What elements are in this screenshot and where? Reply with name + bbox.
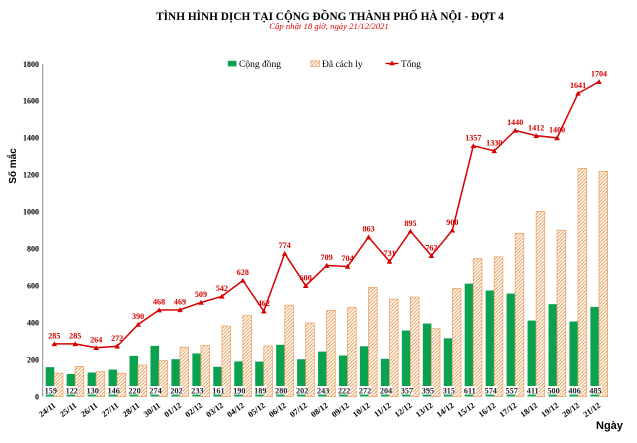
svg-text:411: 411 bbox=[527, 387, 539, 396]
svg-text:400: 400 bbox=[27, 318, 39, 327]
svg-text:161: 161 bbox=[212, 387, 224, 396]
svg-text:280: 280 bbox=[275, 387, 287, 396]
svg-text:395: 395 bbox=[422, 387, 434, 396]
svg-text:611: 611 bbox=[464, 387, 476, 396]
svg-text:704: 704 bbox=[342, 254, 354, 263]
svg-text:202: 202 bbox=[296, 387, 308, 396]
svg-text:264: 264 bbox=[90, 335, 102, 344]
svg-text:159: 159 bbox=[45, 387, 57, 396]
svg-text:469: 469 bbox=[174, 297, 186, 306]
svg-text:200: 200 bbox=[27, 355, 39, 364]
svg-text:1400: 1400 bbox=[549, 125, 565, 134]
svg-text:202: 202 bbox=[170, 387, 182, 396]
svg-text:895: 895 bbox=[404, 219, 416, 228]
svg-text:628: 628 bbox=[237, 268, 249, 277]
svg-text:274: 274 bbox=[149, 387, 161, 396]
svg-text:0: 0 bbox=[35, 392, 39, 401]
svg-text:709: 709 bbox=[321, 253, 333, 262]
svg-text:285: 285 bbox=[69, 331, 81, 340]
svg-text:800: 800 bbox=[27, 245, 39, 254]
svg-text:1000: 1000 bbox=[23, 208, 39, 217]
svg-text:406: 406 bbox=[568, 387, 580, 396]
svg-text:468: 468 bbox=[153, 298, 165, 307]
svg-text:222: 222 bbox=[338, 387, 350, 396]
svg-text:863: 863 bbox=[362, 225, 374, 234]
svg-text:1412: 1412 bbox=[528, 123, 544, 132]
svg-text:557: 557 bbox=[506, 387, 518, 396]
svg-text:TÌNH HÌNH DỊCH TẠI CỘNG ĐỒNG T: TÌNH HÌNH DỊCH TẠI CỘNG ĐỒNG THÀNH PHỐ H… bbox=[156, 10, 504, 23]
svg-text:731: 731 bbox=[383, 249, 395, 258]
svg-text:900: 900 bbox=[446, 218, 458, 227]
svg-text:600: 600 bbox=[300, 273, 312, 282]
svg-text:1600: 1600 bbox=[23, 97, 39, 106]
svg-text:233: 233 bbox=[191, 387, 203, 396]
svg-text:357: 357 bbox=[401, 387, 413, 396]
svg-text:285: 285 bbox=[48, 331, 60, 340]
svg-text:189: 189 bbox=[254, 387, 266, 396]
svg-text:774: 774 bbox=[279, 241, 291, 250]
svg-text:146: 146 bbox=[108, 387, 120, 396]
svg-text:272: 272 bbox=[359, 387, 371, 396]
svg-text:315: 315 bbox=[443, 387, 455, 396]
svg-text:Tổng: Tổng bbox=[401, 59, 421, 70]
svg-text:542: 542 bbox=[216, 284, 228, 293]
svg-text:1330: 1330 bbox=[486, 138, 502, 147]
svg-text:Ngày: Ngày bbox=[596, 420, 624, 432]
svg-text:220: 220 bbox=[128, 387, 140, 396]
svg-text:390: 390 bbox=[132, 312, 144, 321]
svg-text:1704: 1704 bbox=[591, 69, 607, 78]
svg-text:1800: 1800 bbox=[23, 60, 39, 69]
svg-text:243: 243 bbox=[317, 387, 329, 396]
svg-text:Số mắc: Số mắc bbox=[6, 148, 19, 184]
svg-text:122: 122 bbox=[66, 387, 78, 396]
svg-text:1200: 1200 bbox=[23, 171, 39, 180]
svg-text:1641: 1641 bbox=[570, 81, 586, 90]
svg-text:462: 462 bbox=[258, 299, 270, 308]
svg-text:1440: 1440 bbox=[507, 118, 523, 127]
svg-text:Cộng đồng: Cộng đồng bbox=[239, 59, 281, 70]
svg-text:272: 272 bbox=[111, 334, 123, 343]
svg-text:1357: 1357 bbox=[465, 133, 481, 142]
svg-text:762: 762 bbox=[425, 243, 437, 252]
svg-text:130: 130 bbox=[87, 387, 99, 396]
svg-text:574: 574 bbox=[485, 387, 497, 396]
svg-text:1400: 1400 bbox=[23, 134, 39, 143]
svg-text:600: 600 bbox=[27, 281, 39, 290]
svg-text:509: 509 bbox=[195, 290, 207, 299]
svg-text:485: 485 bbox=[589, 387, 601, 396]
svg-text:Đã cách ly: Đã cách ly bbox=[322, 60, 363, 70]
svg-text:500: 500 bbox=[547, 387, 559, 396]
svg-text:Cập nhật 18 giờ, ngày 21/12/20: Cập nhật 18 giờ, ngày 21/12/2021 bbox=[269, 21, 389, 31]
svg-text:204: 204 bbox=[380, 387, 392, 396]
svg-text:190: 190 bbox=[233, 387, 245, 396]
